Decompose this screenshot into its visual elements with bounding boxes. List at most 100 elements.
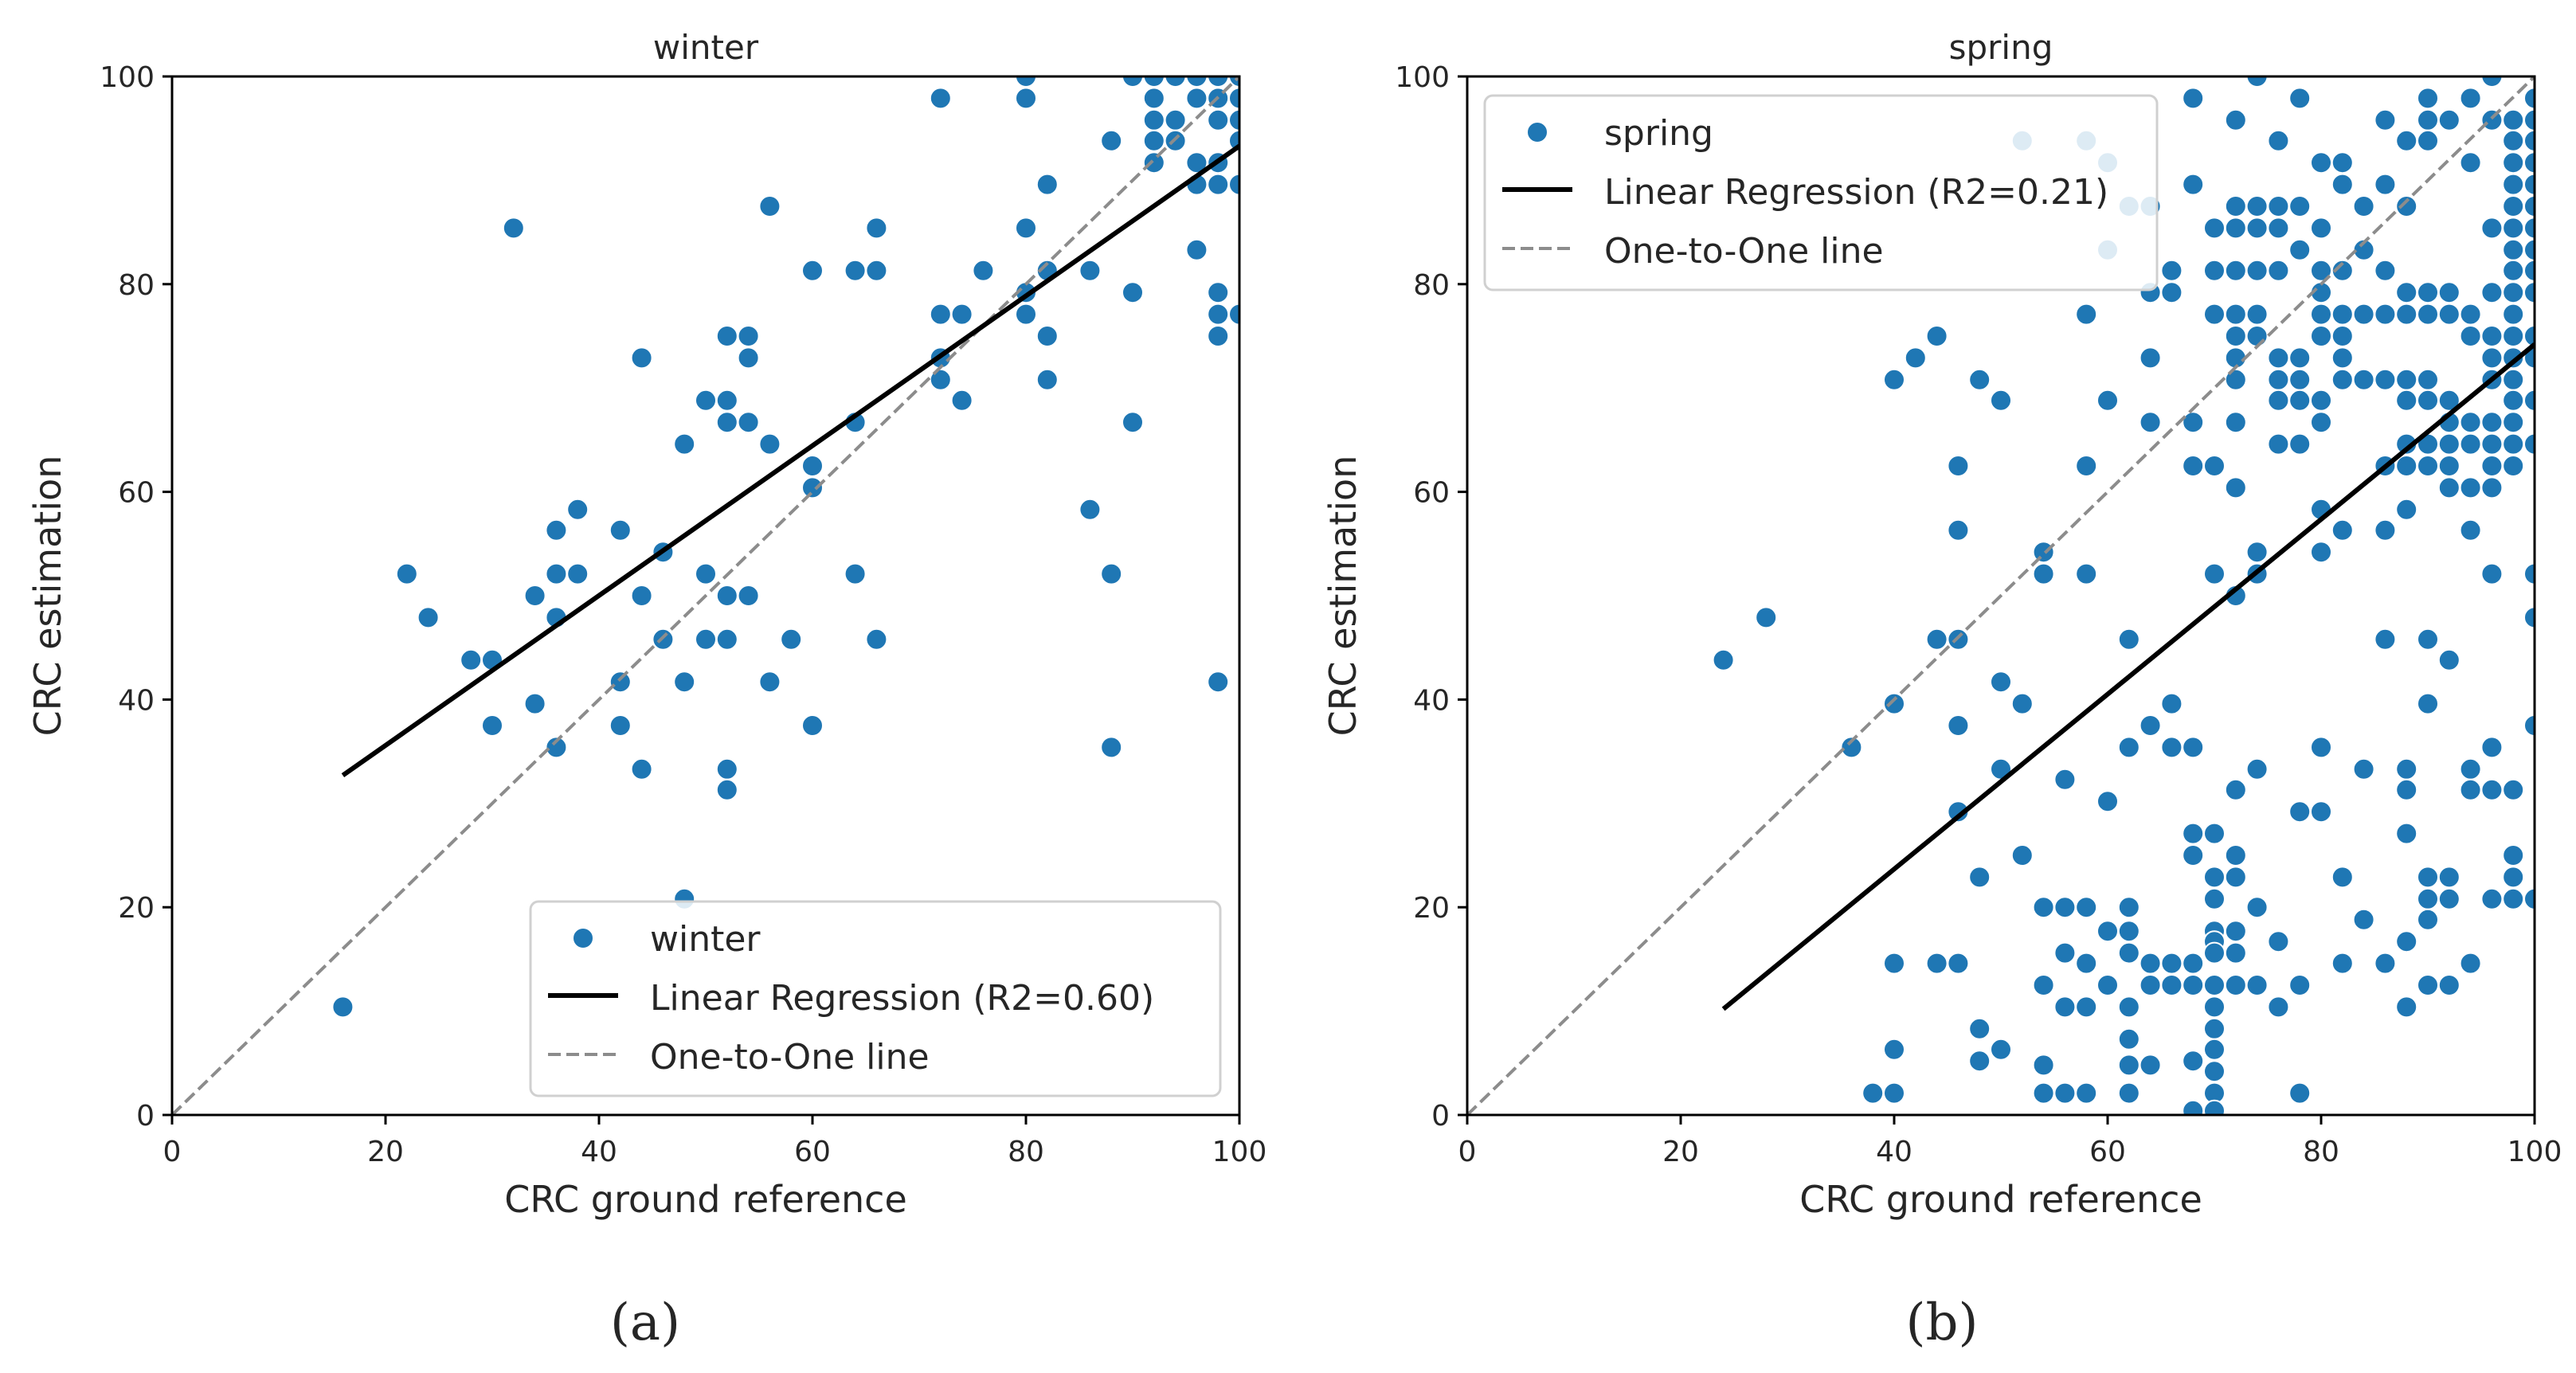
data-point bbox=[1207, 76, 1230, 88]
data-point bbox=[609, 714, 632, 737]
data-point bbox=[2395, 195, 2418, 217]
data-point bbox=[2502, 389, 2525, 412]
data-point bbox=[2459, 778, 2482, 801]
legend-marker-points bbox=[572, 927, 594, 949]
plot-frame bbox=[1466, 75, 2536, 1117]
y-tick-label: 40 bbox=[1413, 684, 1450, 717]
data-point bbox=[2117, 736, 2140, 759]
data-point bbox=[1228, 303, 1239, 326]
data-point bbox=[1947, 455, 1970, 477]
data-point bbox=[2374, 368, 2397, 391]
data-point bbox=[2459, 757, 2482, 780]
data-point bbox=[2032, 1054, 2055, 1077]
data-point bbox=[2395, 498, 2418, 521]
data-point bbox=[1925, 628, 1948, 651]
data-point bbox=[844, 562, 867, 585]
data-point bbox=[395, 562, 418, 585]
legend: spring Linear Regression (R2=0.21) One-to-… bbox=[1483, 94, 2159, 291]
data-point bbox=[1990, 1038, 2012, 1061]
data-point bbox=[2053, 896, 2077, 919]
data-point bbox=[2032, 1082, 2055, 1105]
data-point bbox=[1122, 281, 1144, 304]
data-point bbox=[1883, 368, 1905, 391]
data-point bbox=[2502, 259, 2525, 282]
data-point bbox=[2224, 866, 2247, 889]
data-point bbox=[1142, 87, 1165, 110]
data-point bbox=[2010, 692, 2034, 715]
data-point bbox=[2224, 259, 2247, 282]
data-point bbox=[2437, 389, 2461, 412]
y-tick-label: 60 bbox=[1413, 477, 1450, 510]
data-point bbox=[1968, 368, 1991, 391]
legend-label: Linear Regression (R2=0.60) bbox=[650, 978, 1154, 1019]
data-point bbox=[2417, 974, 2439, 996]
data-point bbox=[2417, 108, 2439, 131]
data-point bbox=[1883, 952, 1905, 975]
data-point bbox=[630, 346, 653, 370]
data-point bbox=[2459, 325, 2482, 347]
data-point bbox=[950, 303, 973, 326]
data-point bbox=[737, 346, 760, 370]
data-point bbox=[2032, 974, 2055, 996]
data-point bbox=[1840, 736, 1863, 759]
data-point bbox=[566, 498, 589, 521]
data-point bbox=[2224, 920, 2247, 943]
data-point bbox=[2523, 389, 2535, 412]
data-point bbox=[1925, 325, 1948, 347]
data-point bbox=[460, 648, 483, 671]
data-point bbox=[630, 757, 653, 780]
y-tick-label: 20 bbox=[1413, 892, 1450, 925]
legend-label: spring bbox=[1604, 113, 1713, 154]
data-point bbox=[715, 325, 738, 347]
data-point bbox=[2523, 87, 2535, 110]
data-point bbox=[865, 259, 888, 282]
data-point bbox=[780, 628, 803, 651]
data-point bbox=[1207, 173, 1230, 196]
data-point bbox=[2417, 887, 2439, 910]
data-point bbox=[1207, 303, 1230, 326]
data-point bbox=[2224, 411, 2247, 434]
x-axis-label: CRC ground reference bbox=[504, 1178, 907, 1221]
data-point bbox=[2117, 920, 2140, 943]
legend-label: One-to-One line bbox=[650, 1037, 930, 1078]
data-point bbox=[2182, 1050, 2205, 1073]
y-tick-label: 40 bbox=[118, 684, 155, 717]
data-point bbox=[2352, 908, 2375, 931]
data-point bbox=[2245, 325, 2269, 347]
data-point bbox=[758, 195, 781, 217]
data-point bbox=[2096, 920, 2119, 943]
data-point bbox=[1015, 87, 1037, 110]
data-point bbox=[2096, 790, 2119, 813]
data-point bbox=[2417, 908, 2439, 931]
data-point bbox=[2459, 87, 2482, 110]
data-point bbox=[1185, 238, 1208, 261]
data-point bbox=[2523, 217, 2535, 240]
data-point bbox=[2203, 1017, 2226, 1040]
regression-line bbox=[1721, 342, 2535, 1011]
data-point bbox=[2224, 217, 2247, 240]
data-point bbox=[2203, 1060, 2226, 1083]
data-point bbox=[2417, 129, 2439, 152]
data-point bbox=[2395, 389, 2418, 412]
data-point bbox=[1015, 217, 1037, 240]
data-point bbox=[2437, 476, 2461, 499]
data-point bbox=[2203, 562, 2226, 585]
x-tick-label: 80 bbox=[1008, 1136, 1044, 1168]
data-point bbox=[2480, 455, 2504, 477]
data-point bbox=[2160, 692, 2183, 715]
data-point bbox=[2523, 195, 2535, 217]
data-point bbox=[2288, 389, 2312, 412]
data-point bbox=[2224, 303, 2247, 326]
legend-box bbox=[529, 900, 1222, 1097]
data-point bbox=[2224, 476, 2247, 499]
data-point bbox=[715, 778, 738, 801]
data-point bbox=[2502, 844, 2525, 866]
data-point bbox=[2437, 887, 2461, 910]
data-point bbox=[2417, 281, 2439, 304]
data-point bbox=[1142, 76, 1165, 88]
data-point bbox=[2267, 389, 2290, 412]
data-point bbox=[2245, 541, 2269, 564]
data-point bbox=[1968, 1017, 1991, 1040]
data-point bbox=[1015, 76, 1037, 88]
